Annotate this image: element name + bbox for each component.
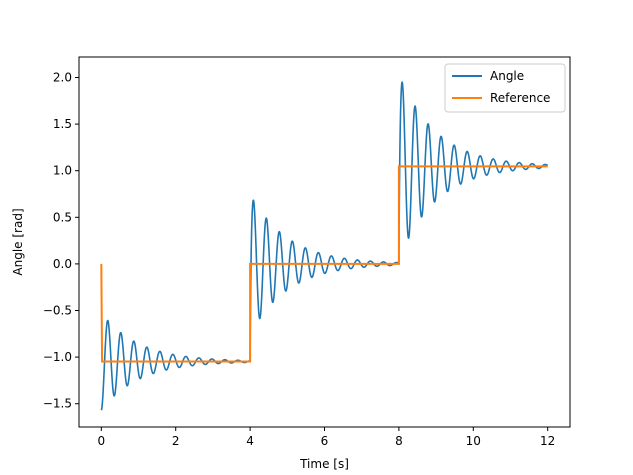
series-line-reference bbox=[100, 165, 548, 363]
x-tick-label: 4 bbox=[246, 434, 254, 448]
y-axis: −1.5 −1.0 −0.5 0.0 0.5 1.0 1.5 2.0 bbox=[43, 71, 79, 411]
y-tick-label: 2.0 bbox=[53, 71, 72, 85]
legend: Angle Reference bbox=[444, 63, 566, 113]
y-tick-label: −0.5 bbox=[43, 304, 72, 318]
plot-area bbox=[79, 57, 570, 427]
x-tick-label: 6 bbox=[321, 434, 329, 448]
y-tick-label: 0.0 bbox=[53, 257, 72, 271]
x-tick-label: 10 bbox=[466, 434, 481, 448]
series-layer bbox=[100, 81, 549, 411]
y-tick-label: 1.5 bbox=[53, 117, 72, 131]
y-tick-label: −1.5 bbox=[43, 397, 72, 411]
y-tick-label: 0.5 bbox=[53, 210, 72, 224]
x-tick-label: 8 bbox=[395, 434, 403, 448]
legend-label-reference: Reference bbox=[490, 91, 550, 105]
x-tick-label: 0 bbox=[97, 434, 105, 448]
x-axis-label: Time [s] bbox=[299, 457, 349, 471]
y-tick-label: 1.0 bbox=[53, 164, 72, 178]
y-axis-label: Angle [rad] bbox=[11, 208, 25, 275]
legend-label-angle: Angle bbox=[490, 69, 524, 83]
x-tick-label: 12 bbox=[540, 434, 555, 448]
series-line-angle bbox=[100, 81, 549, 411]
y-tick-label: −1.0 bbox=[43, 350, 72, 364]
x-axis: 0 2 4 6 8 10 12 bbox=[97, 427, 555, 448]
x-tick-label: 2 bbox=[172, 434, 180, 448]
